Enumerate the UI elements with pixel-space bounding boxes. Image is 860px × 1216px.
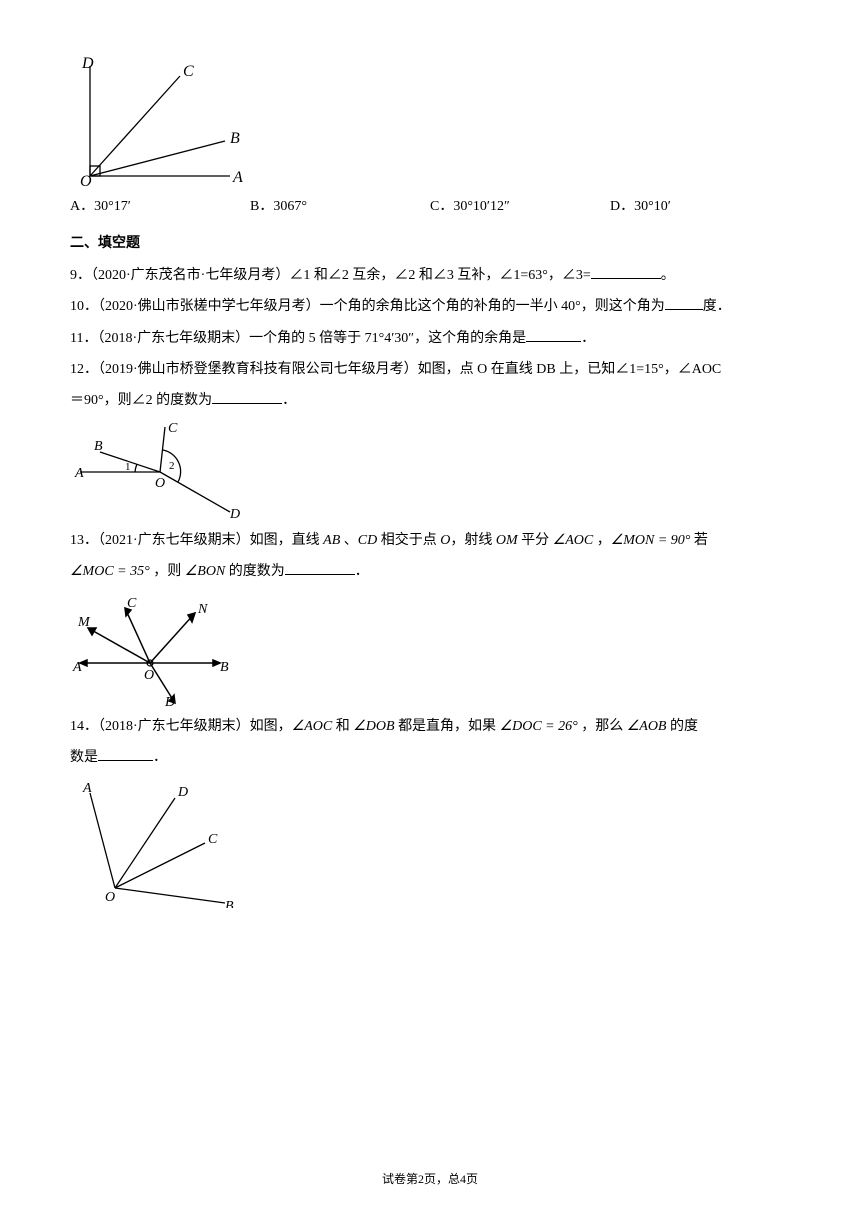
q8-diagram: O A B C D <box>70 56 790 186</box>
svg-text:O: O <box>105 890 115 905</box>
q9: 9．（2020·广东茂名市·七年级月考）∠1 和∠2 互余，∠2 和∠3 互补，… <box>70 261 790 290</box>
svg-text:C: C <box>208 832 218 847</box>
svg-text:N: N <box>197 602 208 617</box>
q12-line2a: ＝90°，则∠2 的度数为 <box>70 393 212 408</box>
svg-text:B: B <box>225 899 234 908</box>
q12-line2b: ． <box>282 393 296 408</box>
q12-line1: 12．（2019·佛山市桥登堡教育科技有限公司七年级月考）如图，点 O 在直线 … <box>70 355 790 384</box>
svg-text:A: A <box>232 169 243 186</box>
q11: 11．（2018·广东七年级期末）一个角的 5 倍等于 71°4′30″，这个角… <box>70 324 790 353</box>
q14-diagram: A D C B O <box>70 778 790 908</box>
svg-text:2: 2 <box>169 460 175 472</box>
q14-line1: 14．（2018·广东七年级期末）如图，∠AOC 和 ∠DOB 都是直角，如果 … <box>70 712 790 741</box>
svg-text:O: O <box>155 476 165 491</box>
q14-blank <box>98 747 153 761</box>
q14-line2: 数是． <box>70 743 790 772</box>
svg-text:A: A <box>72 660 82 675</box>
svg-text:B: B <box>220 660 229 675</box>
q10-blank <box>665 296 703 310</box>
q9-blank <box>591 265 661 279</box>
svg-text:O: O <box>80 173 92 186</box>
q12-diagram: A B C D O 1 2 <box>70 422 790 522</box>
option-a: A．30°17′ <box>70 192 250 221</box>
q13-blank <box>285 561 355 575</box>
q9-text: 9．（2020·广东茂名市·七年级月考）∠1 和∠2 互余，∠2 和∠3 互补，… <box>70 268 591 283</box>
svg-text:C: C <box>127 596 137 611</box>
q8-options: A．30°17′ B．3067° C．30°10′12″ D．30°10′ <box>70 192 790 221</box>
q13-diagram: A B C D M N O <box>70 593 790 708</box>
option-c: C．30°10′12″ <box>430 192 610 221</box>
q10: 10．（2020·佛山市张槎中学七年级月考）一个角的余角比这个角的补角的一半小 … <box>70 292 790 321</box>
q11-suffix: ． <box>581 331 595 346</box>
q12-line2: ＝90°，则∠2 的度数为 ． <box>70 386 790 415</box>
svg-text:1: 1 <box>125 461 131 473</box>
option-b: B．3067° <box>250 192 430 221</box>
svg-text:O: O <box>144 668 154 683</box>
q10-text: 10．（2020·佛山市张槎中学七年级月考）一个角的余角比这个角的补角的一半小 … <box>70 299 665 314</box>
q10-suffix: 度． <box>703 299 731 314</box>
svg-text:C: C <box>168 422 178 436</box>
option-d: D．30°10′ <box>610 192 790 221</box>
svg-text:D: D <box>164 695 175 708</box>
q11-blank <box>526 328 581 342</box>
q9-suffix: 。 <box>661 268 675 283</box>
section-2-title: 二、填空题 <box>70 229 790 258</box>
q13-line1: 13．（2021·广东七年级期末）如图，直线 AB 、CD 相交于点 O，射线 … <box>70 526 790 555</box>
q11-text: 11．（2018·广东七年级期末）一个角的 5 倍等于 71°4′30″，这个角… <box>70 331 526 346</box>
q13-line2: ∠MOC = 35° ，则 ∠BON 的度数为． <box>70 557 790 586</box>
svg-text:A: A <box>82 781 92 796</box>
q12-blank <box>212 390 282 404</box>
page-footer: 试卷第2页，总4页 <box>0 1167 860 1192</box>
svg-text:D: D <box>81 56 94 72</box>
svg-text:B: B <box>230 130 240 147</box>
svg-text:C: C <box>183 63 194 80</box>
svg-text:M: M <box>77 615 91 630</box>
svg-text:D: D <box>177 785 188 800</box>
svg-text:D: D <box>229 507 240 522</box>
svg-text:A: A <box>74 466 84 481</box>
svg-text:B: B <box>94 439 103 454</box>
